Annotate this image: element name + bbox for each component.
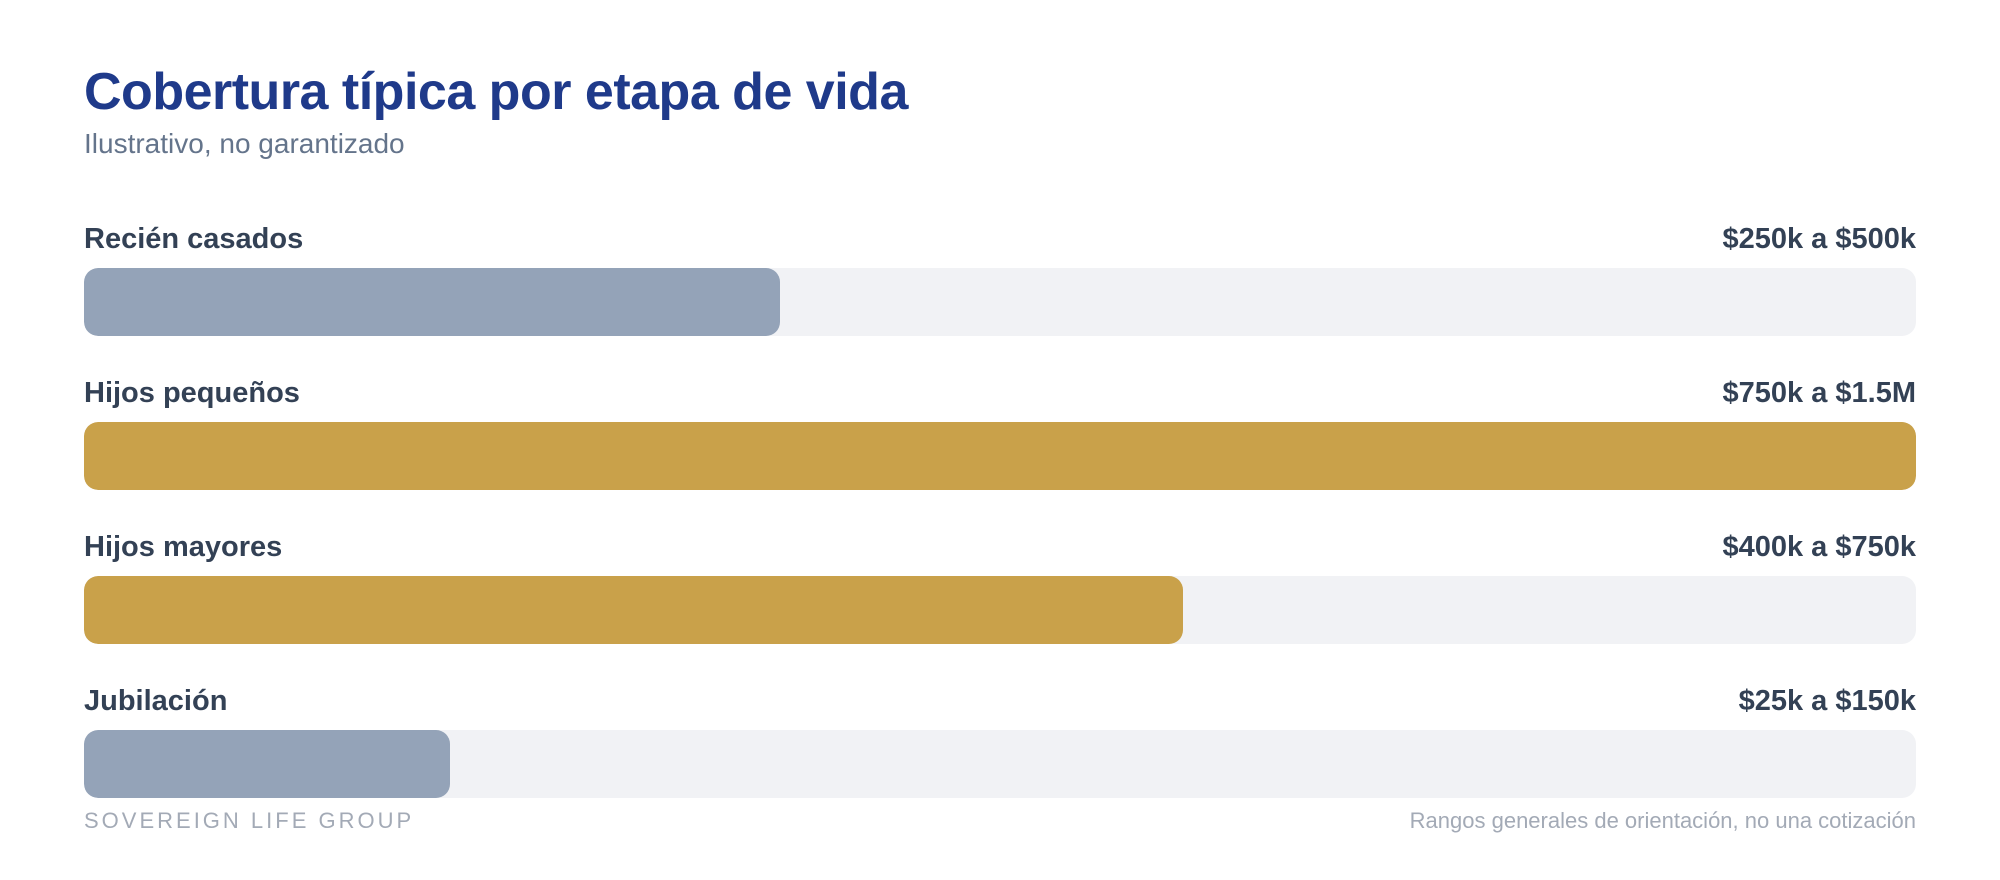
bar-fill [84, 268, 781, 336]
bar-track [84, 576, 1916, 644]
bar-category-label: Jubilación [84, 685, 228, 717]
brand-label: SOVEREIGN LIFE GROUP [84, 808, 415, 833]
bar-row: Hijos mayores $400k a $750k [84, 528, 1916, 682]
bar-category-label: Hijos mayores [84, 531, 283, 563]
bar-row: Jubilación $25k a $150k [84, 682, 1916, 836]
bar-rows: Recién casados $250k a $500k Hijos pequeño… [84, 220, 1916, 836]
bar-fill [84, 576, 1184, 644]
bar-track [84, 730, 1916, 798]
bar-track [84, 422, 1916, 490]
bar-fill [84, 730, 451, 798]
bar-range-label: $750k a $1.5M [1722, 377, 1916, 409]
bar-track [84, 268, 1916, 336]
bar-range-label: $25k a $150k [1738, 685, 1916, 717]
footer-note: Rangos generales de orientación, no una … [1409, 808, 1916, 833]
bar-range-label: $400k a $750k [1722, 531, 1916, 563]
bar-category-label: Hijos pequeños [84, 377, 300, 409]
bar-row: Recién casados $250k a $500k [84, 220, 1916, 374]
chart-subtitle: Ilustrativo, no garantizado [84, 128, 405, 159]
bar-row: Hijos pequeños $750k a $1.5M [84, 374, 1916, 528]
bar-range-label: $250k a $500k [1722, 223, 1916, 255]
bar-fill [84, 422, 1916, 490]
bar-category-label: Recién casados [84, 223, 304, 255]
chart-card: Cobertura típica por etapa de vida Ilust… [84, 0, 1916, 880]
chart-title: Cobertura típica por etapa de vida [84, 63, 908, 121]
